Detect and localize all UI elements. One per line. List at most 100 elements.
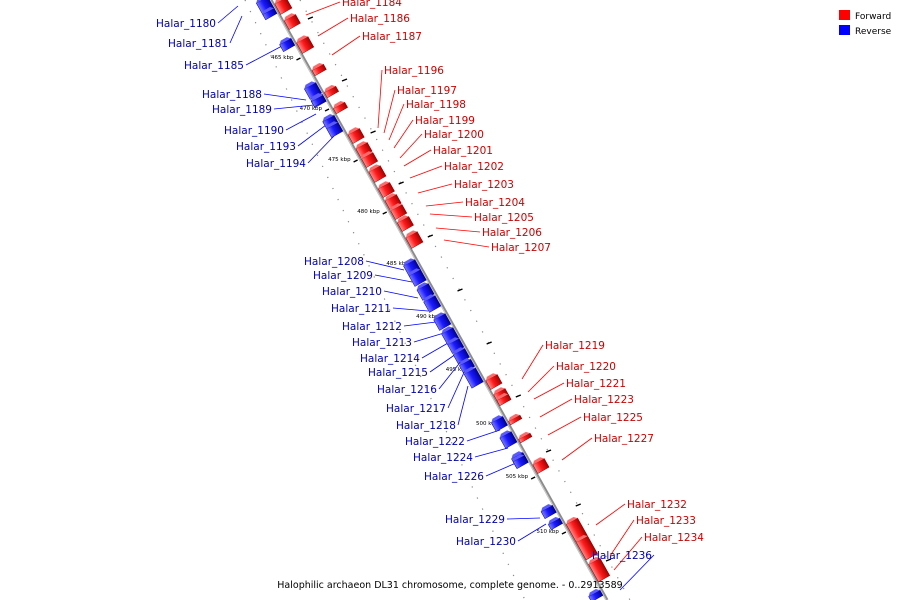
gene-label-halar-1200[interactable]: Halar_1200 xyxy=(424,129,484,141)
gene-label-halar-1213[interactable]: Halar_1213 xyxy=(352,337,412,349)
gene-halar-1225[interactable] xyxy=(517,430,533,444)
gene-leader-line xyxy=(273,104,315,110)
gene-label-halar-1210[interactable]: Halar_1210 xyxy=(322,286,382,298)
gene-bevel xyxy=(284,13,296,21)
gene-leader-line xyxy=(263,93,307,101)
gene-label-halar-1187[interactable]: Halar_1187 xyxy=(362,31,422,43)
gene-label-halar-1227[interactable]: Halar_1227 xyxy=(594,433,654,445)
gene-label-halar-1197[interactable]: Halar_1197 xyxy=(397,85,457,97)
gene-bevel xyxy=(312,63,324,71)
gene-label-halar-1207[interactable]: Halar_1207 xyxy=(491,242,551,254)
gene-label-halar-1215[interactable]: Halar_1215 xyxy=(368,367,428,379)
gene-halar-1234[interactable] xyxy=(587,555,611,583)
gene-label-halar-1196[interactable]: Halar_1196 xyxy=(384,65,444,77)
gene-label-halar-1234[interactable]: Halar_1234 xyxy=(644,532,704,544)
gene-bevel xyxy=(491,415,503,423)
gene-halar-1196[interactable] xyxy=(311,62,327,77)
gene-halar-1222[interactable] xyxy=(498,429,518,449)
gene-halar-1236[interactable] xyxy=(587,588,604,600)
gene-label-halar-1190[interactable]: Halar_1190 xyxy=(224,125,284,137)
gene-label-halar-1230[interactable]: Halar_1230 xyxy=(456,536,516,548)
gene-halar-1229[interactable] xyxy=(540,503,557,520)
gene-label-halar-1212[interactable]: Halar_1212 xyxy=(342,321,402,333)
gene-label-halar-1186[interactable]: Halar_1186 xyxy=(350,13,410,25)
gene-halar-1203[interactable] xyxy=(377,180,395,198)
gene-leader-line xyxy=(438,359,463,390)
gene-label-halar-1211[interactable]: Halar_1211 xyxy=(331,303,391,315)
gene-label-halar-1180[interactable]: Halar_1180 xyxy=(156,18,216,30)
gene-label-halar-1217[interactable]: Halar_1217 xyxy=(386,403,446,415)
gene-halar-1184[interactable] xyxy=(273,0,293,15)
gene-label-halar-1221[interactable]: Halar_1221 xyxy=(566,378,626,390)
gene-label-halar-1185[interactable]: Halar_1185 xyxy=(184,60,244,72)
gene-leader-line xyxy=(285,113,317,131)
gene-halar-1217[interactable] xyxy=(463,365,484,389)
gene-label-halar-1216[interactable]: Halar_1216 xyxy=(377,384,437,396)
gene-body xyxy=(490,416,508,432)
gene-halar-1204[interactable] xyxy=(384,192,402,210)
gene-halar-1201[interactable] xyxy=(360,150,379,168)
gene-label-halar-1202[interactable]: Halar_1202 xyxy=(444,161,504,173)
gene-halar-1207[interactable] xyxy=(404,229,424,249)
gene-halar-1219[interactable] xyxy=(484,372,503,390)
gene-label-halar-1219[interactable]: Halar_1219 xyxy=(545,340,605,352)
gene-leader-line xyxy=(613,536,643,571)
gene-label-halar-1184[interactable]: Halar_1184 xyxy=(342,0,402,9)
gene-label-halar-1181[interactable]: Halar_1181 xyxy=(168,38,228,50)
gene-label-halar-1205[interactable]: Halar_1205 xyxy=(474,212,534,224)
gene-leader-line xyxy=(443,239,490,248)
gene-halar-1223[interactable] xyxy=(507,412,523,426)
gene-halar-1230[interactable] xyxy=(547,516,563,531)
gene-label-halar-1232[interactable]: Halar_1232 xyxy=(627,499,687,511)
gene-halar-1218[interactable] xyxy=(490,414,508,432)
gene-halar-1187[interactable] xyxy=(295,34,315,54)
gene-label-halar-1236[interactable]: Halar_1236 xyxy=(592,550,652,562)
gene-label-halar-1199[interactable]: Halar_1199 xyxy=(415,115,475,127)
gene-halar-1185[interactable] xyxy=(278,36,296,53)
gene-label-halar-1204[interactable]: Halar_1204 xyxy=(465,197,525,209)
gene-label-halar-1225[interactable]: Halar_1225 xyxy=(583,412,643,424)
gene-halar-1194[interactable] xyxy=(325,120,344,138)
gene-halar-1221[interactable] xyxy=(495,392,512,407)
gene-leader-line xyxy=(377,69,383,129)
gene-halar-1197[interactable] xyxy=(323,84,339,99)
gene-bevel xyxy=(322,114,335,122)
gene-body xyxy=(405,231,424,249)
gene-label-halar-1208[interactable]: Halar_1208 xyxy=(304,256,364,268)
gene-label-halar-1189[interactable]: Halar_1189 xyxy=(212,104,272,116)
gene-halar-1233[interactable] xyxy=(575,533,598,561)
gene-leader-line xyxy=(409,165,443,179)
gene-label-halar-1223[interactable]: Halar_1223 xyxy=(574,394,634,406)
gene-label-halar-1188[interactable]: Halar_1188 xyxy=(202,89,262,101)
gene-halar-1186[interactable] xyxy=(283,12,301,30)
gene-halar-1206[interactable] xyxy=(396,214,414,232)
gene-label-halar-1229[interactable]: Halar_1229 xyxy=(445,514,505,526)
gene-label-halar-1194[interactable]: Halar_1194 xyxy=(246,158,306,170)
gene-label-halar-1201[interactable]: Halar_1201 xyxy=(433,145,493,157)
gene-halar-1211[interactable] xyxy=(422,293,442,313)
gene-label-halar-1220[interactable]: Halar_1220 xyxy=(556,361,616,373)
gene-halar-1198[interactable] xyxy=(332,100,348,115)
gene-label-halar-1222[interactable]: Halar_1222 xyxy=(405,436,465,448)
gene-halar-1227[interactable] xyxy=(531,456,550,474)
gene-label-halar-1206[interactable]: Halar_1206 xyxy=(482,227,542,239)
gene-halar-1209[interactable] xyxy=(408,267,427,287)
gene-label-halar-1226[interactable]: Halar_1226 xyxy=(424,471,484,483)
gene-label-halar-1193[interactable]: Halar_1193 xyxy=(236,141,296,153)
gene-label-halar-1214[interactable]: Halar_1214 xyxy=(360,353,420,365)
gene-halar-1190[interactable] xyxy=(310,93,327,108)
gene-halar-1226[interactable] xyxy=(512,453,529,470)
gene-label-halar-1218[interactable]: Halar_1218 xyxy=(396,420,456,432)
gene-label-halar-1203[interactable]: Halar_1203 xyxy=(454,179,514,191)
gene-bevel xyxy=(397,215,409,223)
gene-label-halar-1233[interactable]: Halar_1233 xyxy=(636,515,696,527)
gene-halar-1205[interactable] xyxy=(389,202,408,220)
gene-label-halar-1209[interactable]: Halar_1209 xyxy=(313,270,373,282)
gene-bevel xyxy=(333,101,345,109)
gene-halar-1202[interactable] xyxy=(367,163,387,183)
gene-halar-1181[interactable] xyxy=(261,6,278,21)
gene-label-halar-1224[interactable]: Halar_1224 xyxy=(413,452,473,464)
gene-halar-1212[interactable] xyxy=(432,311,452,331)
gene-label-halar-1198[interactable]: Halar_1198 xyxy=(406,99,466,111)
gene-halar-1199[interactable] xyxy=(347,126,365,144)
